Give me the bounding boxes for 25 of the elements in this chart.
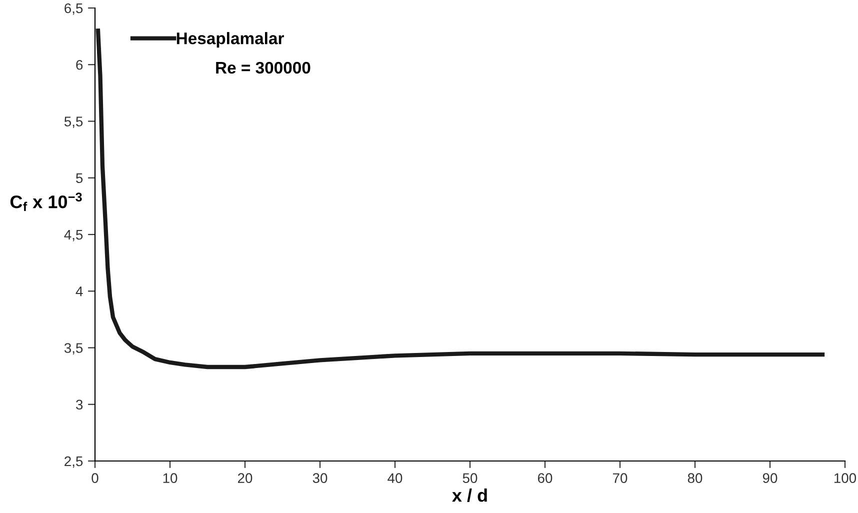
y-tick-label: 6 — [76, 60, 83, 70]
y-tick-label: 4,5 — [64, 230, 83, 242]
x-tick-label: 100 — [834, 473, 856, 484]
x-tick-label: 90 — [762, 473, 778, 484]
x-tick-label: 0 — [92, 473, 98, 484]
y-tick-label: 5 — [76, 173, 83, 184]
x-tick-label: 30 — [312, 473, 328, 484]
x-tick-label: 80 — [688, 473, 702, 484]
x-tick-label: 70 — [612, 473, 628, 484]
x-axis-title: x / d — [452, 488, 487, 502]
annotation: Re = 300000 — [216, 62, 310, 74]
x-tick-label: 10 — [163, 473, 178, 484]
y-tick-label: 6,5 — [64, 3, 83, 15]
y-tick-label: 3,5 — [64, 343, 83, 355]
y-tick-label: 4 — [76, 286, 83, 296]
y-tick-label: 2,5 — [64, 456, 83, 468]
legend-label: Hesaplamalar — [176, 32, 284, 48]
x-tick-label: 40 — [388, 473, 402, 484]
x-tick-label: 50 — [462, 473, 478, 484]
x-tick-label: 20 — [238, 473, 252, 484]
line-series — [96, 28, 825, 370]
y-tick-label: 5,5 — [64, 116, 83, 128]
x-tick-label: 60 — [538, 473, 552, 484]
y-axis-title: C$_{f}$ x 10$^{−3}$ — [10, 192, 82, 211]
y-tick-label: 3 — [76, 400, 83, 410]
